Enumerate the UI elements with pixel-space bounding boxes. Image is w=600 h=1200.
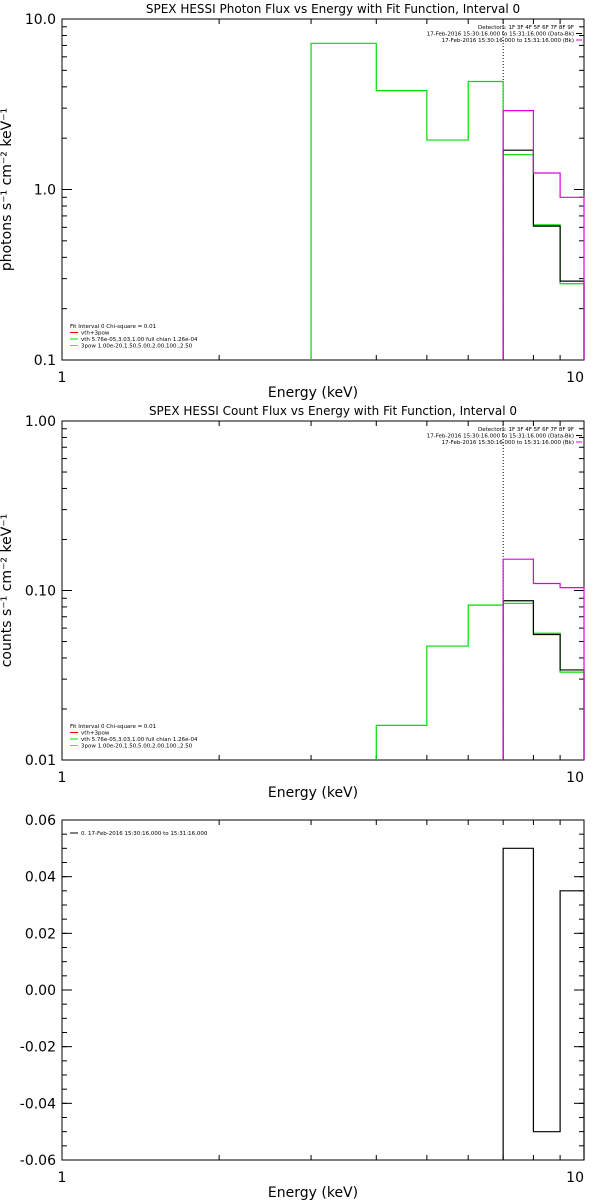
x-axis-label: Energy (keV) xyxy=(268,785,358,801)
y-tick-label: 0.01 xyxy=(25,753,56,769)
x-tick-label: 10 xyxy=(566,370,584,386)
y-tick-label: 10.0 xyxy=(25,12,56,28)
y-tick-label: 0.00 xyxy=(25,983,56,999)
legend-entry: 0. 17-Feb-2016 15:30:16.000 to 15:31:16.… xyxy=(81,831,208,837)
y-tick-label: 0.04 xyxy=(25,870,56,886)
legend-entry: Fit Interval 0 Chi-square = 0.01 xyxy=(70,724,156,730)
photon-flux-panel: 1 10 0.1 1.0 10.0 SPEX HESSI Photon Flux vs E… xyxy=(0,2,585,401)
legend-entry: vth 5.76e-05,3.03,1.00 full chian 1.26e-… xyxy=(81,737,198,743)
y-tick-label: -0.02 xyxy=(20,1040,56,1056)
header-line: 17-Feb-2016 15:30:16.000 to 15:31:16.000… xyxy=(442,440,574,446)
series-0-histogram xyxy=(502,847,585,1160)
count-flux-panel: 1 10 0.01 0.10 1.00 SPEX HESSI Count Flux vs … xyxy=(0,404,585,801)
plot-frame xyxy=(61,819,585,1161)
legend-entry: vth 5.76e-05,3.03,1.00 full chian 1.26e-… xyxy=(81,337,198,343)
y-tick-label: -0.06 xyxy=(20,1153,56,1169)
residuals-panel: 1 10 0.06 0.04 0.02 0.00 -0.02 -0.04 -0.06 Energy… xyxy=(20,813,585,1200)
header-line: Detectors: 1F 3F 4F 5F 6F 7F 8F 9F xyxy=(478,427,574,433)
series-1-histogram xyxy=(502,600,585,760)
header-line: Detectors: 1F 3F 4F 5F 6F 7F 8F 9F xyxy=(478,25,574,31)
plot-frame xyxy=(61,18,585,361)
header-line: 17-Feb-2016 15:30:16.000 to 15:31:16.000… xyxy=(442,38,574,44)
legend-entry: 3pow 1.00e-20,1.50,5.00,2.00,100.,2.50 xyxy=(81,744,193,750)
legend-entry: 3pow 1.00e-20,1.50,5.00,2.00,100.,2.50 xyxy=(81,344,193,350)
legend-entry: vth+3pow xyxy=(81,331,110,337)
y-tick-label: 1.0 xyxy=(34,183,56,199)
series-2-histogram xyxy=(502,558,585,760)
header-line: 17-Feb-2016 15:30:16.000 to 15:31:16.000… xyxy=(427,434,574,440)
y-tick-label: 1.00 xyxy=(25,414,56,430)
series-1-histogram xyxy=(502,149,585,360)
y-tick-label: 0.10 xyxy=(25,584,56,600)
x-axis-label: Energy (keV) xyxy=(268,1185,358,1200)
x-tick-label: 10 xyxy=(566,770,584,786)
chart-title: SPEX HESSI Count Flux vs Energy with Fit… xyxy=(149,404,517,418)
x-axis-label: Energy (keV) xyxy=(268,385,358,401)
chart-title: SPEX HESSI Photon Flux vs Energy with Fi… xyxy=(146,2,520,16)
y-axis-label: photons s⁻¹ cm⁻² keV⁻¹ xyxy=(0,108,15,271)
x-tick-label: 1 xyxy=(58,1170,67,1186)
y-tick-label: 0.02 xyxy=(25,926,56,942)
x-tick-label: 10 xyxy=(566,1170,584,1186)
x-tick-label: 1 xyxy=(58,370,67,386)
series-2-histogram xyxy=(502,110,585,360)
x-tick-label: 1 xyxy=(58,770,67,786)
header-line: 17-Feb-2016 15:30:16.000 to 15:31:16.000… xyxy=(427,32,574,38)
plot-frame xyxy=(61,420,585,761)
y-axis-label: counts s⁻¹ cm⁻² keV⁻¹ xyxy=(0,514,15,668)
legend-entry: vth+3pow xyxy=(81,731,110,737)
series-0-histogram xyxy=(310,42,585,360)
y-tick-label: -0.04 xyxy=(20,1096,56,1112)
y-tick-label: 0.06 xyxy=(25,813,56,829)
legend-entry: Fit Interval 0 Chi-square = 0.01 xyxy=(70,324,156,330)
y-tick-label: 0.1 xyxy=(34,353,56,369)
series-0-histogram xyxy=(375,602,585,760)
